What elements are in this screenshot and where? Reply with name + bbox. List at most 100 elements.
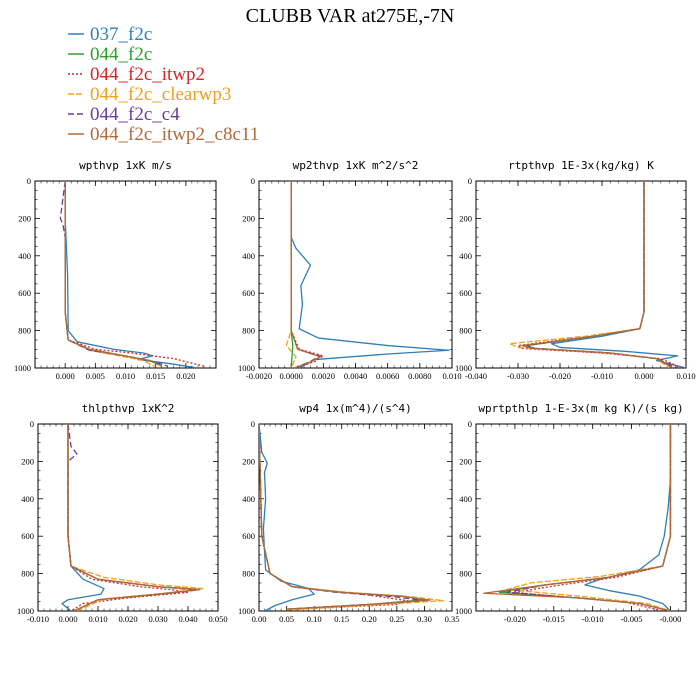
y-tick-label: 800	[459, 326, 472, 336]
panel-3: rtpthvp 1E-3x(kg/kg) K02004006008001000-…	[455, 159, 696, 381]
panel-title: wp4 1x(m^4)/(s^4)	[299, 402, 412, 415]
x-tick-label: 0.005	[86, 371, 105, 381]
legend-item: 044_f2c_c4	[68, 104, 180, 125]
legend-item: 044_f2c_clearwp3	[68, 84, 231, 105]
y-tick-label: 600	[242, 288, 255, 298]
y-tick-label: 200	[459, 213, 472, 223]
x-tick-label: 0.000	[58, 614, 77, 624]
y-tick-label: 0	[251, 176, 255, 186]
y-tick-label: 1000	[17, 606, 34, 616]
x-tick-label: 0.00	[252, 614, 267, 624]
legend: 037_f2c044_f2c044_f2c_itwp2044_f2c_clear…	[68, 24, 259, 145]
x-tick-label: -0.010	[27, 614, 49, 624]
x-tick-label: -0.020	[549, 371, 571, 381]
x-tick-label: 0.000	[56, 371, 75, 381]
series-line-044-f2c-itwp2	[517, 181, 683, 368]
x-tick-label: 0.040	[178, 614, 197, 624]
y-tick-label: 600	[459, 288, 472, 298]
panel-1: wpthvp 1xK m/s 0 200 400 600 800 1000 0.000 0.00…	[14, 159, 217, 381]
y-tick-label: 200	[242, 213, 255, 223]
legend-label: 044_f2c_itwp2	[90, 64, 205, 85]
series-line-044-f2c-itwp2	[64, 181, 205, 367]
y-tick-label: 0	[468, 419, 472, 429]
series-line-044-f2c	[67, 424, 201, 611]
panel-2: wp2thvp 1xK m^2/s^2 0 200 400 600 800 1000-0.0…	[238, 159, 462, 381]
x-tick-label: 0.010	[442, 371, 461, 381]
series-line-044-f2c-itwp2-c8c11	[290, 181, 321, 368]
legend-label: 044_f2c	[90, 44, 152, 65]
series-line-044-f2c-itwp2-c8c11	[521, 181, 674, 368]
y-tick-label: 600	[21, 531, 34, 541]
x-tick-label: -0.015	[543, 614, 565, 624]
legend-item: 044_f2c	[68, 44, 152, 65]
y-tick-label: 200	[242, 456, 255, 466]
x-tick-label: 0.030	[148, 614, 167, 624]
series-line-037-f2c	[290, 181, 450, 368]
y-tick-label: 1000	[455, 363, 472, 373]
x-tick-label: 0.15	[334, 614, 349, 624]
y-tick-label: 400	[18, 251, 31, 261]
series-group	[285, 181, 450, 368]
series-line-044-f2c	[498, 424, 672, 611]
x-tick-label: 0.0020	[312, 371, 335, 381]
series-line-044-f2c	[64, 181, 162, 367]
y-tick-label: 800	[242, 569, 255, 579]
panel-title: wpthvp 1xK m/s	[79, 159, 172, 172]
x-tick-label: 0.010	[676, 371, 695, 381]
y-tick-label: 200	[459, 456, 472, 466]
panel-title: wprtpthlp 1-E-3x(m kg K)/(s kg)	[478, 402, 683, 415]
y-tick-label: 0	[468, 176, 472, 186]
series-group	[59, 181, 205, 368]
legend-item: 037_f2c	[68, 24, 152, 45]
series-group	[508, 181, 686, 368]
series-line-037-f2c	[584, 424, 672, 611]
y-tick-label: 800	[459, 569, 472, 579]
series-line-044-f2c-clearwp3	[508, 181, 670, 368]
x-tick-label: 0.050	[208, 614, 227, 624]
legend-item: 044_f2c_itwp2	[68, 64, 205, 85]
y-tick-label: 0	[30, 419, 34, 429]
y-tick-label: 0	[251, 419, 255, 429]
x-tick-label: -0.040	[465, 371, 487, 381]
x-tick-label: -0.010	[591, 371, 613, 381]
x-tick-label: -0.020	[504, 614, 526, 624]
figure-title: CLUBB VAR at275E,-7N	[246, 5, 455, 27]
legend-label: 037_f2c	[90, 24, 152, 45]
series-group	[61, 424, 204, 611]
x-tick-label: 0.0060	[376, 371, 399, 381]
y-tick-label: 800	[21, 569, 34, 579]
x-tick-label: 0.010	[116, 371, 135, 381]
x-tick-label: 0.25	[389, 614, 404, 624]
y-tick-label: 400	[459, 494, 472, 504]
y-tick-label: 1000	[238, 606, 255, 616]
panel-4: thlpthvp 1xK^2 0 200 400 600 800 1000-0.010 0.0…	[17, 402, 228, 624]
legend-label: 044_f2c_c4	[90, 104, 180, 125]
legend-label: 044_f2c_clearwp3	[90, 84, 231, 105]
y-tick-label: 600	[459, 531, 472, 541]
x-tick-label: 0.0040	[344, 371, 367, 381]
y-tick-label: 400	[21, 494, 34, 504]
x-tick-label: -0.005	[621, 614, 643, 624]
x-tick-label: 0.05	[279, 614, 294, 624]
series-group	[483, 424, 672, 611]
y-tick-label: 600	[18, 288, 31, 298]
x-tick-label: 0.0000	[279, 371, 302, 381]
series-line-037-f2c	[550, 181, 686, 368]
y-tick-label: 200	[21, 456, 34, 466]
y-tick-label: 1000	[455, 606, 472, 616]
series-line-044-f2c-itwp2	[290, 181, 324, 368]
x-tick-label: -0.0020	[246, 371, 272, 381]
y-tick-label: 600	[242, 531, 255, 541]
series-line-044-f2c-itwp2-c8c11	[67, 424, 201, 611]
panel-title: rtpthvp 1E-3x(kg/kg) K	[508, 159, 654, 172]
series-line-044-f2c-clearwp3	[64, 181, 156, 368]
x-tick-label: 0.020	[176, 371, 195, 381]
y-tick-label: 800	[18, 326, 31, 336]
x-tick-label: -0.000	[659, 614, 681, 624]
plot-frame	[475, 423, 687, 612]
series-line-044-f2c-itwp2	[514, 424, 672, 611]
y-tick-label: 400	[459, 251, 472, 261]
series-line-044-f2c-c4	[59, 181, 168, 367]
